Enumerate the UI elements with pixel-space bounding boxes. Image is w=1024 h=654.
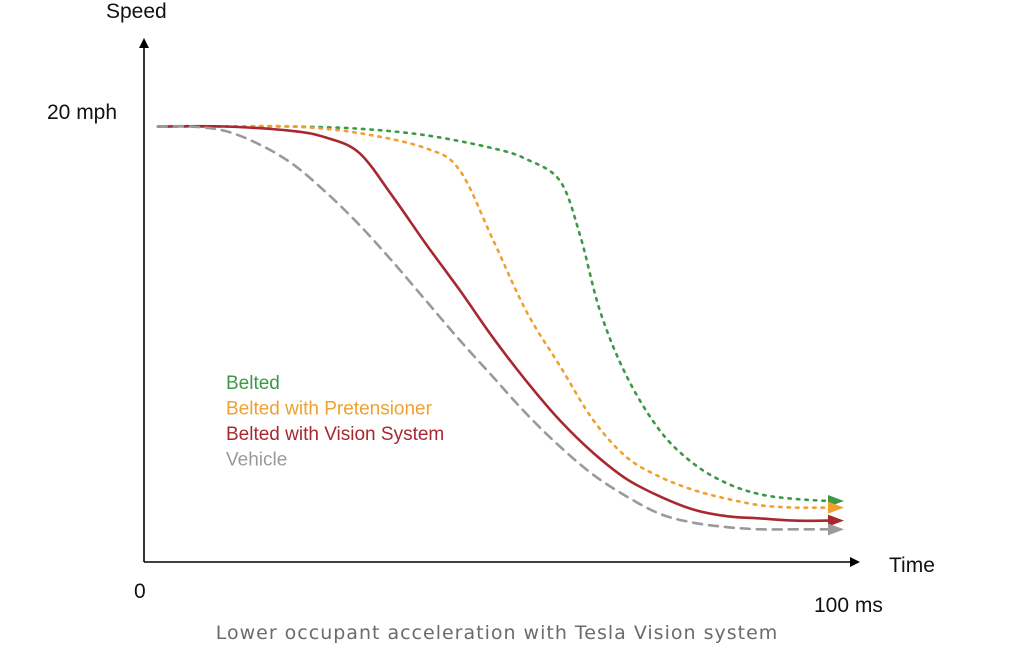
series-layer bbox=[156, 124, 844, 536]
chart-caption: Lower occupant acceleration with Tesla V… bbox=[215, 622, 779, 644]
x-axis-label: Time bbox=[889, 554, 935, 577]
legend-item-belted: Belted bbox=[226, 373, 280, 394]
series-line-belted bbox=[156, 125, 830, 503]
series-line-belted-with-vision-system bbox=[156, 124, 830, 523]
legend: Belted Belted with Pretensioner Belted wit… bbox=[226, 373, 444, 471]
series-line-vehicle bbox=[156, 124, 830, 531]
axes: Speed Time 20 mph 0 100 ms bbox=[47, 0, 935, 617]
series-end-arrow-belted-with-vision-system bbox=[828, 514, 844, 527]
legend-item-belted-with-pretensioner: Belted with Pretensioner bbox=[226, 399, 433, 420]
legend-item-belted-with-vision-system: Belted with Vision System bbox=[226, 424, 444, 445]
series-end-arrow-vehicle bbox=[828, 523, 844, 536]
series-end-arrow-belted-with-pretensioner bbox=[828, 501, 844, 514]
series-line-belted-with-pretensioner bbox=[156, 124, 830, 510]
y-axis-label: Speed bbox=[106, 0, 167, 23]
legend-item-vehicle: Vehicle bbox=[226, 450, 287, 471]
y-tick-label: 20 mph bbox=[47, 101, 117, 124]
origin-label: 0 bbox=[134, 580, 146, 603]
x-tick-label: 100 ms bbox=[814, 594, 883, 617]
